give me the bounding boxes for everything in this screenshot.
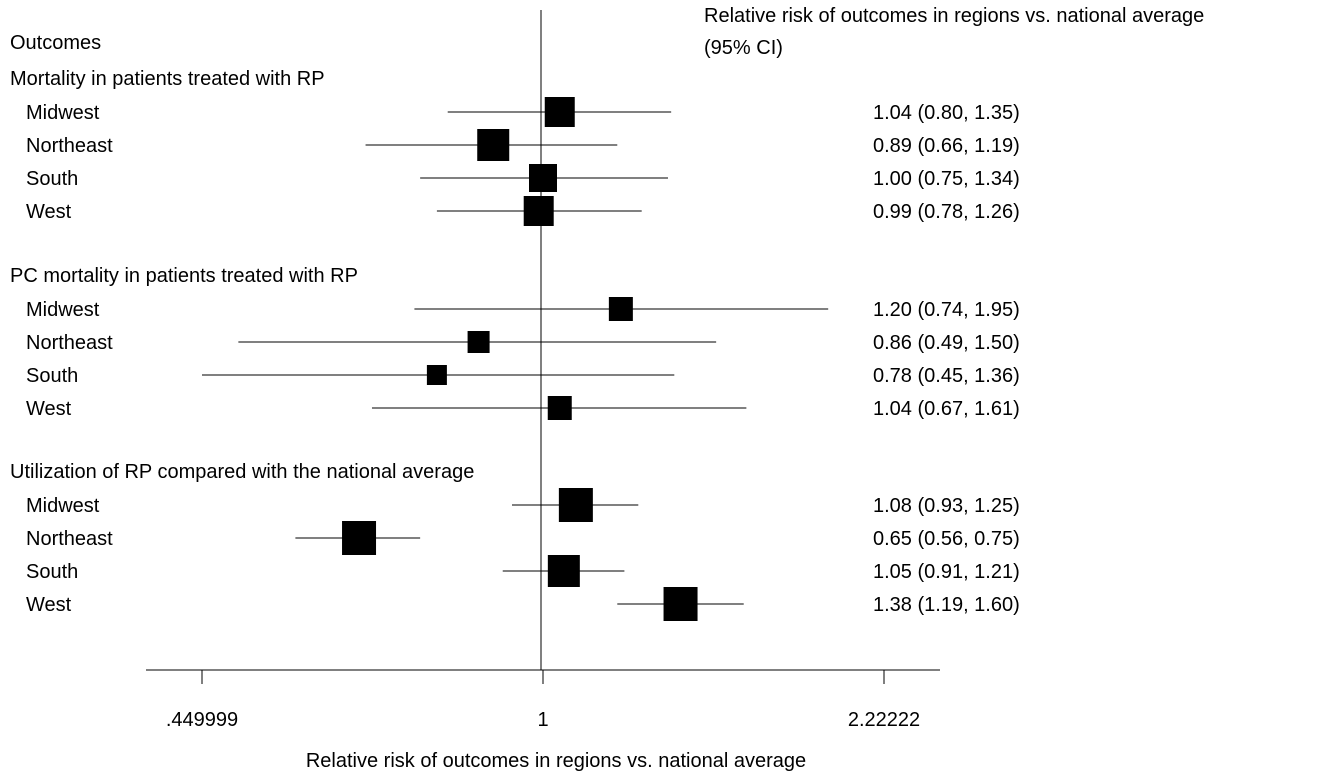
row-label: Midwest	[26, 495, 100, 517]
group-title: Utilization of RP compared with the nati…	[10, 461, 474, 483]
point-estimate-marker	[547, 396, 572, 420]
point-estimate-marker	[529, 164, 558, 192]
point-estimate-marker	[467, 331, 490, 353]
estimate-ci-text: 0.89 (0.66, 1.19)	[873, 135, 1020, 157]
estimate-ci-text: 1.38 (1.19, 1.60)	[873, 594, 1020, 616]
x-tick-label: 1	[537, 709, 548, 731]
point-estimate-marker	[342, 521, 377, 555]
point-estimate-marker	[426, 365, 447, 385]
estimate-ci-text: 0.86 (0.49, 1.50)	[873, 332, 1020, 354]
point-estimate-marker	[558, 488, 593, 522]
estimate-ci-text: 0.99 (0.78, 1.26)	[873, 201, 1020, 223]
group-title: PC mortality in patients treated with RP	[10, 265, 358, 287]
row-label: Midwest	[26, 102, 100, 124]
row-label: South	[26, 561, 78, 583]
estimate-column-header-line2: (95% CI)	[704, 37, 783, 59]
x-tick-label: .449999	[166, 709, 238, 731]
point-estimate-marker	[477, 129, 510, 161]
point-estimate-marker	[544, 97, 575, 127]
point-estimate-marker	[608, 297, 633, 321]
estimate-ci-text: 0.65 (0.56, 0.75)	[873, 528, 1020, 550]
point-estimate-marker	[663, 587, 698, 621]
estimate-ci-text: 0.78 (0.45, 1.36)	[873, 365, 1020, 387]
estimate-ci-text: 1.04 (0.80, 1.35)	[873, 102, 1020, 124]
x-tick-label: 2.22222	[848, 709, 920, 731]
point-estimate-marker	[547, 555, 580, 587]
forest-rows: Mortality in patients treated with RP Mid…	[10, 68, 1020, 621]
row-label: West	[26, 594, 72, 616]
row-label: Midwest	[26, 299, 100, 321]
estimate-ci-text: 1.20 (0.74, 1.95)	[873, 299, 1020, 321]
row-label: Northeast	[26, 528, 113, 550]
estimate-ci-text: 1.00 (0.75, 1.34)	[873, 168, 1020, 190]
row-label: South	[26, 365, 78, 387]
estimate-ci-text: 1.04 (0.67, 1.61)	[873, 398, 1020, 420]
row-label: West	[26, 201, 72, 223]
point-estimate-marker	[523, 196, 554, 226]
row-label: West	[26, 398, 72, 420]
group-title: Mortality in patients treated with RP	[10, 68, 325, 90]
row-label: Northeast	[26, 332, 113, 354]
outcomes-column-header: Outcomes	[10, 32, 101, 54]
estimate-ci-text: 1.05 (0.91, 1.21)	[873, 561, 1020, 583]
row-label: South	[26, 168, 78, 190]
x-axis-ticks: .449999 1 2.22222	[166, 670, 920, 731]
row-label: Northeast	[26, 135, 113, 157]
estimate-column-header-line1: Relative risk of outcomes in regions vs.…	[704, 5, 1204, 27]
x-axis-label: Relative risk of outcomes in regions vs.…	[306, 750, 806, 772]
estimate-ci-text: 1.08 (0.93, 1.25)	[873, 495, 1020, 517]
